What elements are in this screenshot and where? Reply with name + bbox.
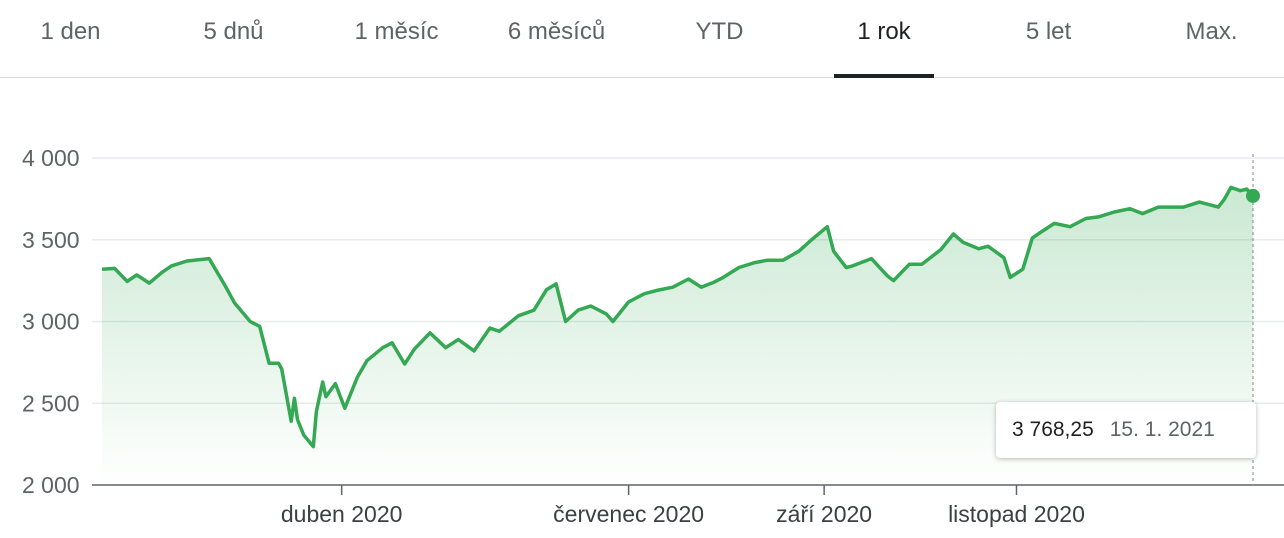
y-tick-label: 2 500 — [22, 390, 80, 416]
x-axis-ticks: duben 2020 červenec 2020 září 2020 listopad… — [281, 485, 1085, 527]
tab-5-years[interactable]: 5 let — [1025, 18, 1072, 45]
x-tick-label: červenec 2020 — [553, 501, 704, 527]
price-tooltip: 3 768,25 15. 1. 2021 — [996, 402, 1256, 458]
range-tabs: 1 den 5 dnů 1 měsíc 6 měsíců YTD 1 rok 5… — [0, 0, 1284, 78]
tab-1-year[interactable]: 1 rok — [834, 0, 934, 78]
tab-max[interactable]: Max. — [1185, 18, 1238, 45]
x-tick-label: listopad 2020 — [948, 501, 1085, 527]
y-tick-label: 3 500 — [22, 227, 80, 253]
tooltip-value: 3 768,25 — [1012, 418, 1094, 441]
tab-1-month[interactable]: 1 měsíc — [354, 18, 439, 45]
tab-1-day[interactable]: 1 den — [40, 18, 101, 45]
tab-6-months[interactable]: 6 měsíců — [507, 18, 606, 45]
x-tick-label: duben 2020 — [281, 501, 403, 527]
y-axis-labels: 2 000 2 500 3 000 3 500 4 000 — [22, 145, 80, 498]
price-area — [102, 187, 1253, 485]
price-line — [101, 185, 1255, 449]
price-chart[interactable]: 2 000 2 500 3 000 3 500 4 000 duben 2020 červ… — [0, 78, 1284, 538]
tab-ytd[interactable]: YTD — [695, 18, 744, 45]
tab-5-days[interactable]: 5 dnů — [203, 18, 264, 45]
y-tick-label: 3 000 — [22, 309, 80, 335]
x-tick-label: září 2020 — [776, 501, 872, 527]
current-price-dot — [1246, 188, 1260, 203]
tooltip-date: 15. 1. 2021 — [1109, 418, 1215, 441]
y-tick-label: 4 000 — [22, 145, 80, 171]
y-tick-label: 2 000 — [22, 472, 80, 498]
